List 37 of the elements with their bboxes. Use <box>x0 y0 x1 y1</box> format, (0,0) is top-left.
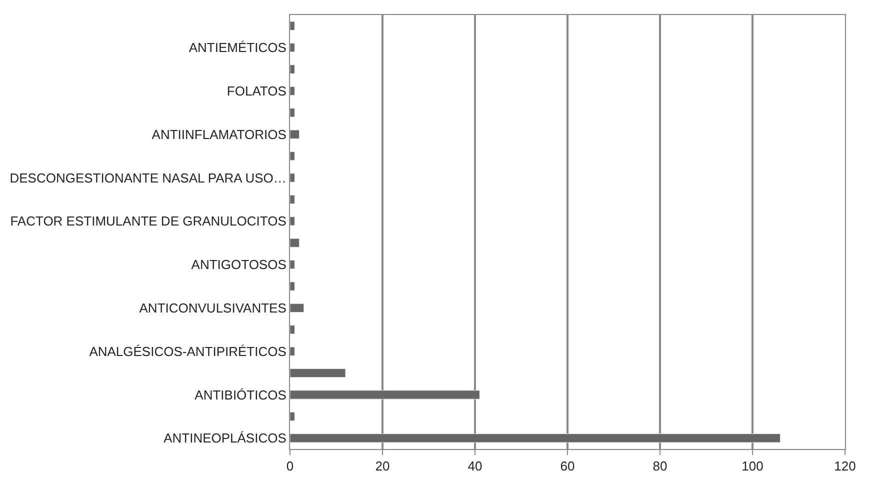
x-tick-label: 0 <box>286 458 294 474</box>
bar <box>290 238 300 248</box>
bar <box>290 21 295 30</box>
bar <box>290 42 295 52</box>
y-tick-label: ANTIGOTOSOS <box>191 257 287 272</box>
bar <box>290 64 295 74</box>
y-tick-label: DESCONGESTIONANTE NASAL PARA USO… <box>10 170 286 186</box>
bar <box>290 194 295 204</box>
bar <box>290 108 295 118</box>
bar <box>290 412 295 422</box>
bar <box>290 260 295 270</box>
bar <box>290 434 780 443</box>
bar <box>290 390 480 400</box>
bar <box>290 282 295 291</box>
y-tick-label: FOLATOS <box>226 84 287 98</box>
y-tick-label: ANTINEOPLÁSICOS <box>164 430 287 446</box>
bar <box>290 130 300 139</box>
bar <box>290 86 295 96</box>
y-tick-label: FACTOR ESTIMULANTE DE GRANULOCITOS <box>10 214 287 229</box>
bar <box>290 368 346 378</box>
y-tick-label: ANTIBIÓTICOS <box>194 387 287 402</box>
bar <box>290 173 295 182</box>
x-tick-label: 120 <box>834 458 856 474</box>
y-tick-label: ANALGÉSICOS-ANTIPIRÉTICOS <box>89 344 287 359</box>
y-tick-label: ANTIEMÉTICOS <box>188 40 287 56</box>
bar <box>290 303 304 313</box>
x-tick-label: 20 <box>375 458 390 474</box>
bar <box>290 216 295 226</box>
x-tick-label: 60 <box>560 458 575 474</box>
x-tick-label: 100 <box>742 458 764 474</box>
bar <box>290 346 295 356</box>
bar <box>290 325 295 334</box>
x-tick-label: 80 <box>652 458 668 474</box>
x-tick-label: 40 <box>468 458 482 474</box>
y-tick-label: ANTIINFLAMATORIOS <box>152 126 287 142</box>
bar <box>290 151 295 161</box>
y-tick-label: ANTICONVULSIVANTES <box>139 300 287 316</box>
